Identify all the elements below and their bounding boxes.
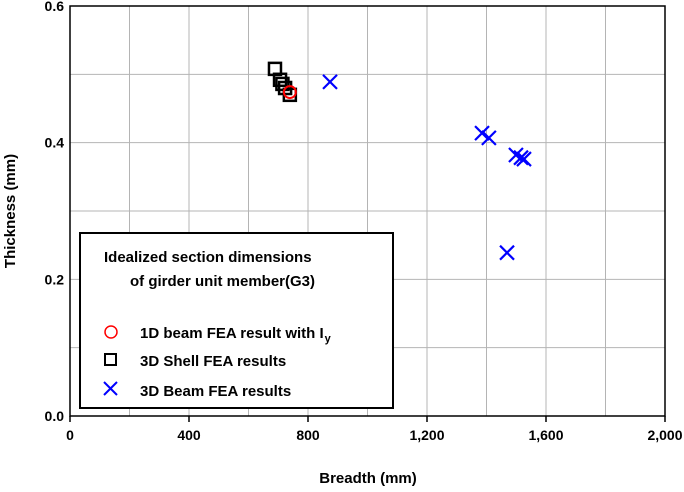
x-tick-label: 2,000 <box>647 427 682 443</box>
legend-circle-icon <box>104 325 118 339</box>
data-point-x <box>499 244 515 261</box>
x-tick-label: 1,600 <box>528 427 563 443</box>
legend-box <box>79 232 394 409</box>
y-tick-label: 0.6 <box>45 0 65 14</box>
legend-entry-3d-beam: 3D Beam FEA results <box>140 383 291 400</box>
data-point-circle <box>282 85 297 100</box>
data-point-x <box>513 149 529 166</box>
legend-entry-1d-beam: 1D beam FEA result with Iy <box>140 325 332 345</box>
x-axis-label: Breadth (mm) <box>319 470 417 487</box>
data-point-square <box>275 76 290 92</box>
legend-title-line1: Idealized section dimensions <box>104 249 312 266</box>
x-tick-label: 800 <box>296 427 320 443</box>
tick-labels: 0 400 800 1,200 1,600 2,000 0.0 0.2 0.4 0.6 <box>45 0 683 443</box>
legend-title-line2: of girder unit member(G3) <box>130 273 315 290</box>
y-tick-label: 0.0 <box>45 408 65 424</box>
legend-square-icon <box>104 353 117 366</box>
legend-entry-3d-shell: 3D Shell FEA results <box>140 353 286 370</box>
y-tick-label: 0.2 <box>45 271 65 287</box>
y-tick-label: 0.4 <box>45 135 65 151</box>
x-tick-label: 1,200 <box>409 427 444 443</box>
plot-frame <box>69 5 666 417</box>
x-tick-label: 0 <box>66 427 74 443</box>
data-point-x <box>322 74 338 90</box>
y-axis-label: Thickness (mm) <box>2 154 19 268</box>
data-marks <box>267 61 532 261</box>
legend: Idealized section dimensions of girder u… <box>79 232 394 409</box>
data-point-x <box>474 125 490 141</box>
x-tick-label: 400 <box>177 427 201 443</box>
data-point-x <box>516 151 532 167</box>
legend-x-icon <box>103 381 118 396</box>
data-point-x <box>481 130 497 146</box>
